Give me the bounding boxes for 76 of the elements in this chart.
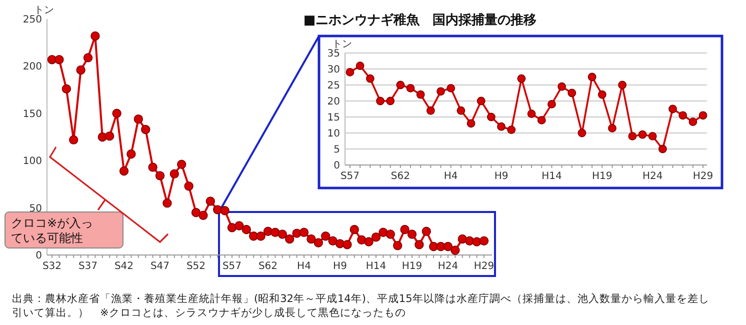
y-tick-label: 50 (29, 203, 42, 214)
x-tick-label: H19 (592, 171, 612, 182)
y-tick-label: 35 (327, 48, 340, 60)
y-tick-label: 200 (22, 62, 42, 73)
x-tick-label: H24 (438, 261, 458, 272)
x-tick-label: H19 (402, 261, 422, 272)
x-tick-label: S62 (390, 171, 410, 182)
point (396, 80, 405, 90)
point (527, 110, 536, 118)
point (668, 104, 677, 114)
point (497, 122, 506, 131)
x-tick-label: H9 (333, 261, 347, 272)
x-tick-label: S52 (186, 261, 206, 272)
point (678, 111, 688, 120)
x-tick-label: H29 (474, 261, 494, 272)
y-tick-label: 25 (327, 80, 340, 92)
x-tick-label: H14 (542, 171, 562, 182)
point (416, 90, 425, 99)
point (456, 106, 466, 115)
point (568, 88, 576, 98)
y-tick-label: 150 (22, 108, 42, 120)
point (507, 126, 516, 134)
x-tick-label: H4 (297, 261, 311, 272)
point (688, 118, 698, 126)
y-tick-label: 250 (22, 14, 42, 26)
x-tick-label: S62 (258, 261, 278, 272)
y-tick-label: 0 (36, 250, 42, 262)
point (598, 90, 606, 99)
point (487, 112, 496, 122)
x-tick-label: S37 (78, 261, 98, 272)
x-tick-label: S47 (150, 261, 170, 272)
x-tick-label: S57 (222, 261, 242, 272)
x-tick-label: H9 (494, 171, 508, 182)
y-tick-label: 0 (334, 160, 340, 172)
x-tick-label: S57 (340, 171, 360, 182)
y-axis-title: トン (34, 5, 54, 16)
point (648, 132, 657, 140)
point (608, 124, 616, 132)
annotation: クロコ※が入っている可能性 (11, 216, 94, 245)
source-note: 出典：農林水産省「漁業・養殖業生産統計年報」(昭和32年～平成14年)、平成15年以降は水産庁調べ（採捕量は、池入数量から輸入量を差し引いて算出。） ※クロコとは、シラスウナギが少し成長して黒色になったもの (12, 292, 710, 320)
x-tick-label: H24 (642, 171, 663, 182)
point (446, 84, 456, 92)
point (356, 62, 364, 70)
point (698, 111, 708, 120)
chart-title: ■ニホンウナギ稚魚 国内採捕量の推移 (303, 12, 537, 28)
x-tick-label: H29 (692, 171, 714, 182)
point (537, 116, 546, 124)
point (426, 106, 435, 115)
point (588, 72, 596, 82)
y-tick-label: 15 (327, 112, 340, 124)
x-tick-label: H4 (444, 171, 458, 182)
point (517, 74, 526, 83)
y-axis-title: トン (332, 39, 352, 50)
point (366, 74, 374, 83)
x-tick-label: S32 (42, 261, 62, 272)
point (376, 96, 384, 106)
point (476, 96, 486, 106)
point (346, 68, 354, 76)
y-tick-label: 20 (327, 96, 340, 108)
x-tick-label: S42 (114, 261, 134, 272)
point (466, 119, 476, 128)
point (558, 82, 566, 91)
point (628, 132, 637, 140)
point (618, 80, 627, 90)
y-tick-label: 100 (22, 156, 42, 168)
y-tick-label: 10 (327, 128, 340, 140)
point (638, 130, 647, 139)
y-tick-label: 30 (327, 64, 340, 76)
point (548, 100, 556, 108)
point (406, 84, 415, 92)
x-tick-label: H14 (366, 261, 386, 272)
point (658, 144, 667, 154)
point (386, 96, 395, 106)
point (578, 128, 586, 138)
point (436, 87, 445, 96)
y-tick-label: 5 (334, 144, 340, 156)
